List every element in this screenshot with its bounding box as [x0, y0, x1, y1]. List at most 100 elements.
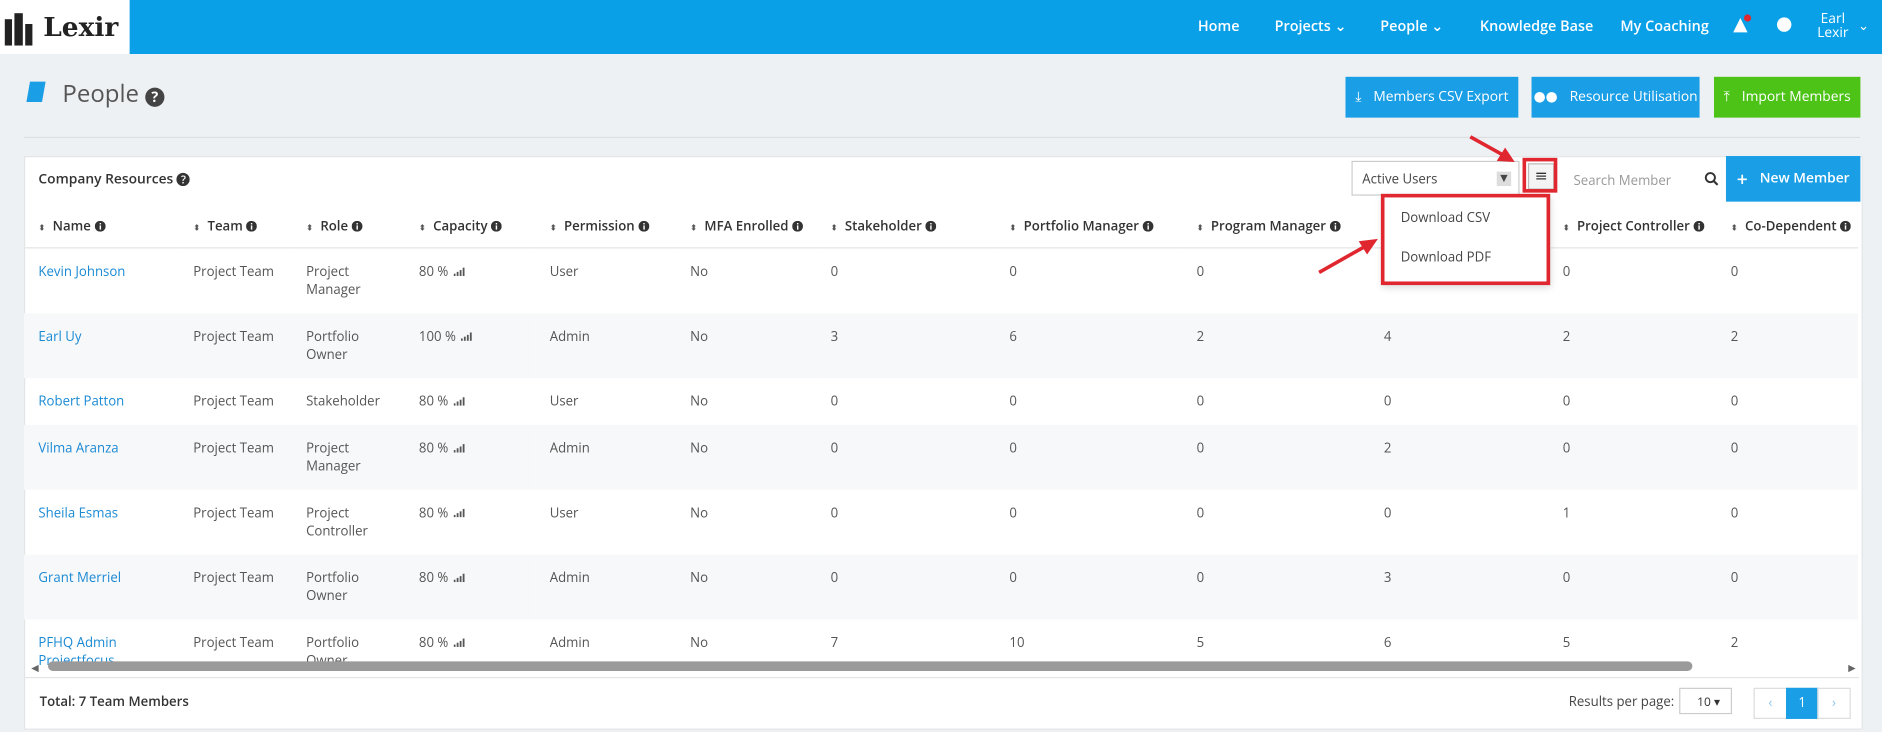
column-header[interactable]: ⬍ Permission: [535, 204, 676, 249]
table-cell: 80 %: [404, 619, 535, 684]
nav-item[interactable]: My Coaching: [1620, 15, 1709, 37]
cell-text: Project Team: [193, 392, 274, 411]
column-header[interactable]: ⬍ Role: [291, 204, 405, 249]
cell-text: 2: [1196, 327, 1205, 346]
cell-text: 0: [1009, 504, 1017, 523]
cell-text: No: [690, 392, 709, 411]
cell-text: Project Controller: [306, 504, 368, 541]
nav-item[interactable]: People ⌄: [1380, 15, 1444, 37]
logo[interactable]: Lexir: [0, 0, 130, 55]
table-cell: Portfolio Owner: [292, 619, 405, 684]
cell-text: 0: [1009, 262, 1017, 281]
arrow: [1469, 135, 1504, 157]
current-page[interactable]: 1: [1785, 687, 1819, 719]
table-cell: 0: [1369, 378, 1548, 425]
column-header[interactable]: ⬍ Name: [24, 204, 179, 249]
column-header[interactable]: ⬍ MFA Enrolled: [675, 204, 817, 249]
column-header[interactable]: ⬍ Capacity: [404, 204, 536, 249]
export-menu-toggle[interactable]: ≡: [1527, 163, 1555, 190]
cell-text: Project Manager: [306, 439, 361, 476]
user-menu[interactable]: Earl Lexir: [1817, 9, 1848, 41]
cell-text: 0: [1196, 504, 1205, 523]
table-cell: 0: [995, 248, 1182, 313]
cell-text: 0: [1196, 392, 1205, 411]
brand: Lexir: [43, 11, 119, 43]
table-cell: Project Controller: [292, 490, 405, 555]
table-cell: 0: [1369, 490, 1548, 555]
table-cell: 5: [1182, 619, 1369, 684]
nav-item[interactable]: Knowledge Base: [1479, 15, 1594, 37]
member-link[interactable]: Vilma Aranza: [38, 439, 119, 458]
cell-text: 2: [1383, 439, 1392, 458]
search-input[interactable]: Search Member: [1573, 171, 1672, 190]
cell-text: 10: [1009, 633, 1025, 652]
page-title: People ?: [62, 77, 165, 109]
table-cell: 80 %: [404, 248, 535, 313]
cell-text: 2: [1730, 327, 1739, 346]
table-cell: 0: [816, 248, 995, 313]
member-link[interactable]: Earl Uy: [38, 327, 82, 346]
column-header[interactable]: ⬍ Team: [178, 204, 292, 249]
nav-item[interactable]: Home: [1197, 15, 1240, 37]
export-button[interactable]: ⤓ Members CSV Export: [1345, 76, 1519, 118]
cell-text: 0: [1009, 439, 1017, 458]
new-member-button[interactable]: + New Member: [1725, 156, 1861, 202]
members-table: ⬍ Name ⬍ Team ⬍ Role ⬍ Capacity ⬍ Permission ⬍ MFA …: [24, 204, 1859, 684]
button-label: Import Members: [1741, 87, 1851, 106]
member-link[interactable]: Sheila Esmas: [38, 504, 119, 523]
cell-text: Project Team: [193, 504, 274, 523]
table-cell: Admin: [535, 313, 676, 379]
cell-text: Admin: [549, 568, 590, 587]
member-link[interactable]: Robert Patton: [38, 392, 125, 411]
table-row: Vilma Aranza Project Team Project Manager 8…: [24, 424, 1859, 490]
table-cell: 80 %: [404, 490, 535, 555]
panel-title-text: Company Resources: [38, 170, 174, 189]
cell-text: 80 %: [418, 504, 449, 523]
column-header[interactable]: ⬍ Portfolio Manager: [995, 204, 1183, 249]
header-label: Stakeholder: [844, 216, 922, 235]
utilisation-button[interactable]: ●● Resource Utilisation: [1531, 76, 1700, 118]
scrollbar[interactable]: ◀ ▶: [31, 661, 1856, 675]
menu-item[interactable]: Download PDF: [1400, 248, 1492, 267]
table-cell: 0: [1716, 248, 1858, 313]
import-button[interactable]: ⤒ Import Members: [1713, 76, 1861, 118]
table-cell: 1: [1548, 490, 1716, 555]
column-header[interactable]: ⬍ Project Controller: [1548, 204, 1717, 249]
cell-text: Project Team: [193, 568, 274, 587]
table-cell: 3: [816, 313, 996, 379]
cell-text: Project Manager: [306, 262, 361, 299]
header-label: Role: [320, 216, 349, 235]
cell-text: 6: [1383, 633, 1392, 652]
table-row: Grant Merriel Project Team Portfolio Owner…: [24, 554, 1859, 620]
table-cell: 0: [816, 554, 996, 620]
member-link[interactable]: Grant Merriel: [38, 568, 122, 587]
search-icon[interactable]: [1704, 172, 1719, 186]
status-filter[interactable]: Active Users ▼: [1351, 160, 1520, 196]
next-page[interactable]: ›: [1817, 687, 1851, 719]
table-cell: Project Team: [179, 490, 292, 555]
table-cell: No: [676, 248, 816, 313]
table-cell: 0: [1716, 378, 1858, 425]
table-cell: User: [535, 248, 675, 313]
prev-page[interactable]: ‹: [1753, 687, 1788, 719]
member-link[interactable]: Kevin Johnson: [38, 262, 126, 281]
menu-item[interactable]: Download CSV: [1400, 208, 1491, 227]
cell-text: 0: [830, 568, 839, 587]
column-header[interactable]: ⬍ Program Manager: [1182, 204, 1370, 249]
column-header[interactable]: ⬍ Co-Dependent: [1716, 204, 1859, 249]
column-header[interactable]: ⬍ Stakeholder: [816, 204, 996, 249]
alert-icon[interactable]: [1732, 14, 1752, 36]
cell-text: 3: [830, 327, 839, 346]
table-cell: 80 %: [404, 378, 535, 425]
table-cell: 0: [1548, 424, 1717, 490]
nav-item[interactable]: Projects ⌄: [1274, 15, 1347, 37]
table-cell: 80 %: [404, 424, 536, 490]
per-page-select[interactable]: 10 ▾: [1679, 687, 1732, 715]
table-cell: 0: [995, 554, 1183, 620]
info-icon: [925, 220, 937, 232]
table-cell: Admin: [535, 424, 676, 490]
globe-icon[interactable]: [1776, 17, 1792, 33]
user-first: Earl: [1820, 9, 1846, 28]
cell-text: 7: [830, 633, 839, 652]
table-cell: Kevin Johnson: [24, 248, 179, 313]
